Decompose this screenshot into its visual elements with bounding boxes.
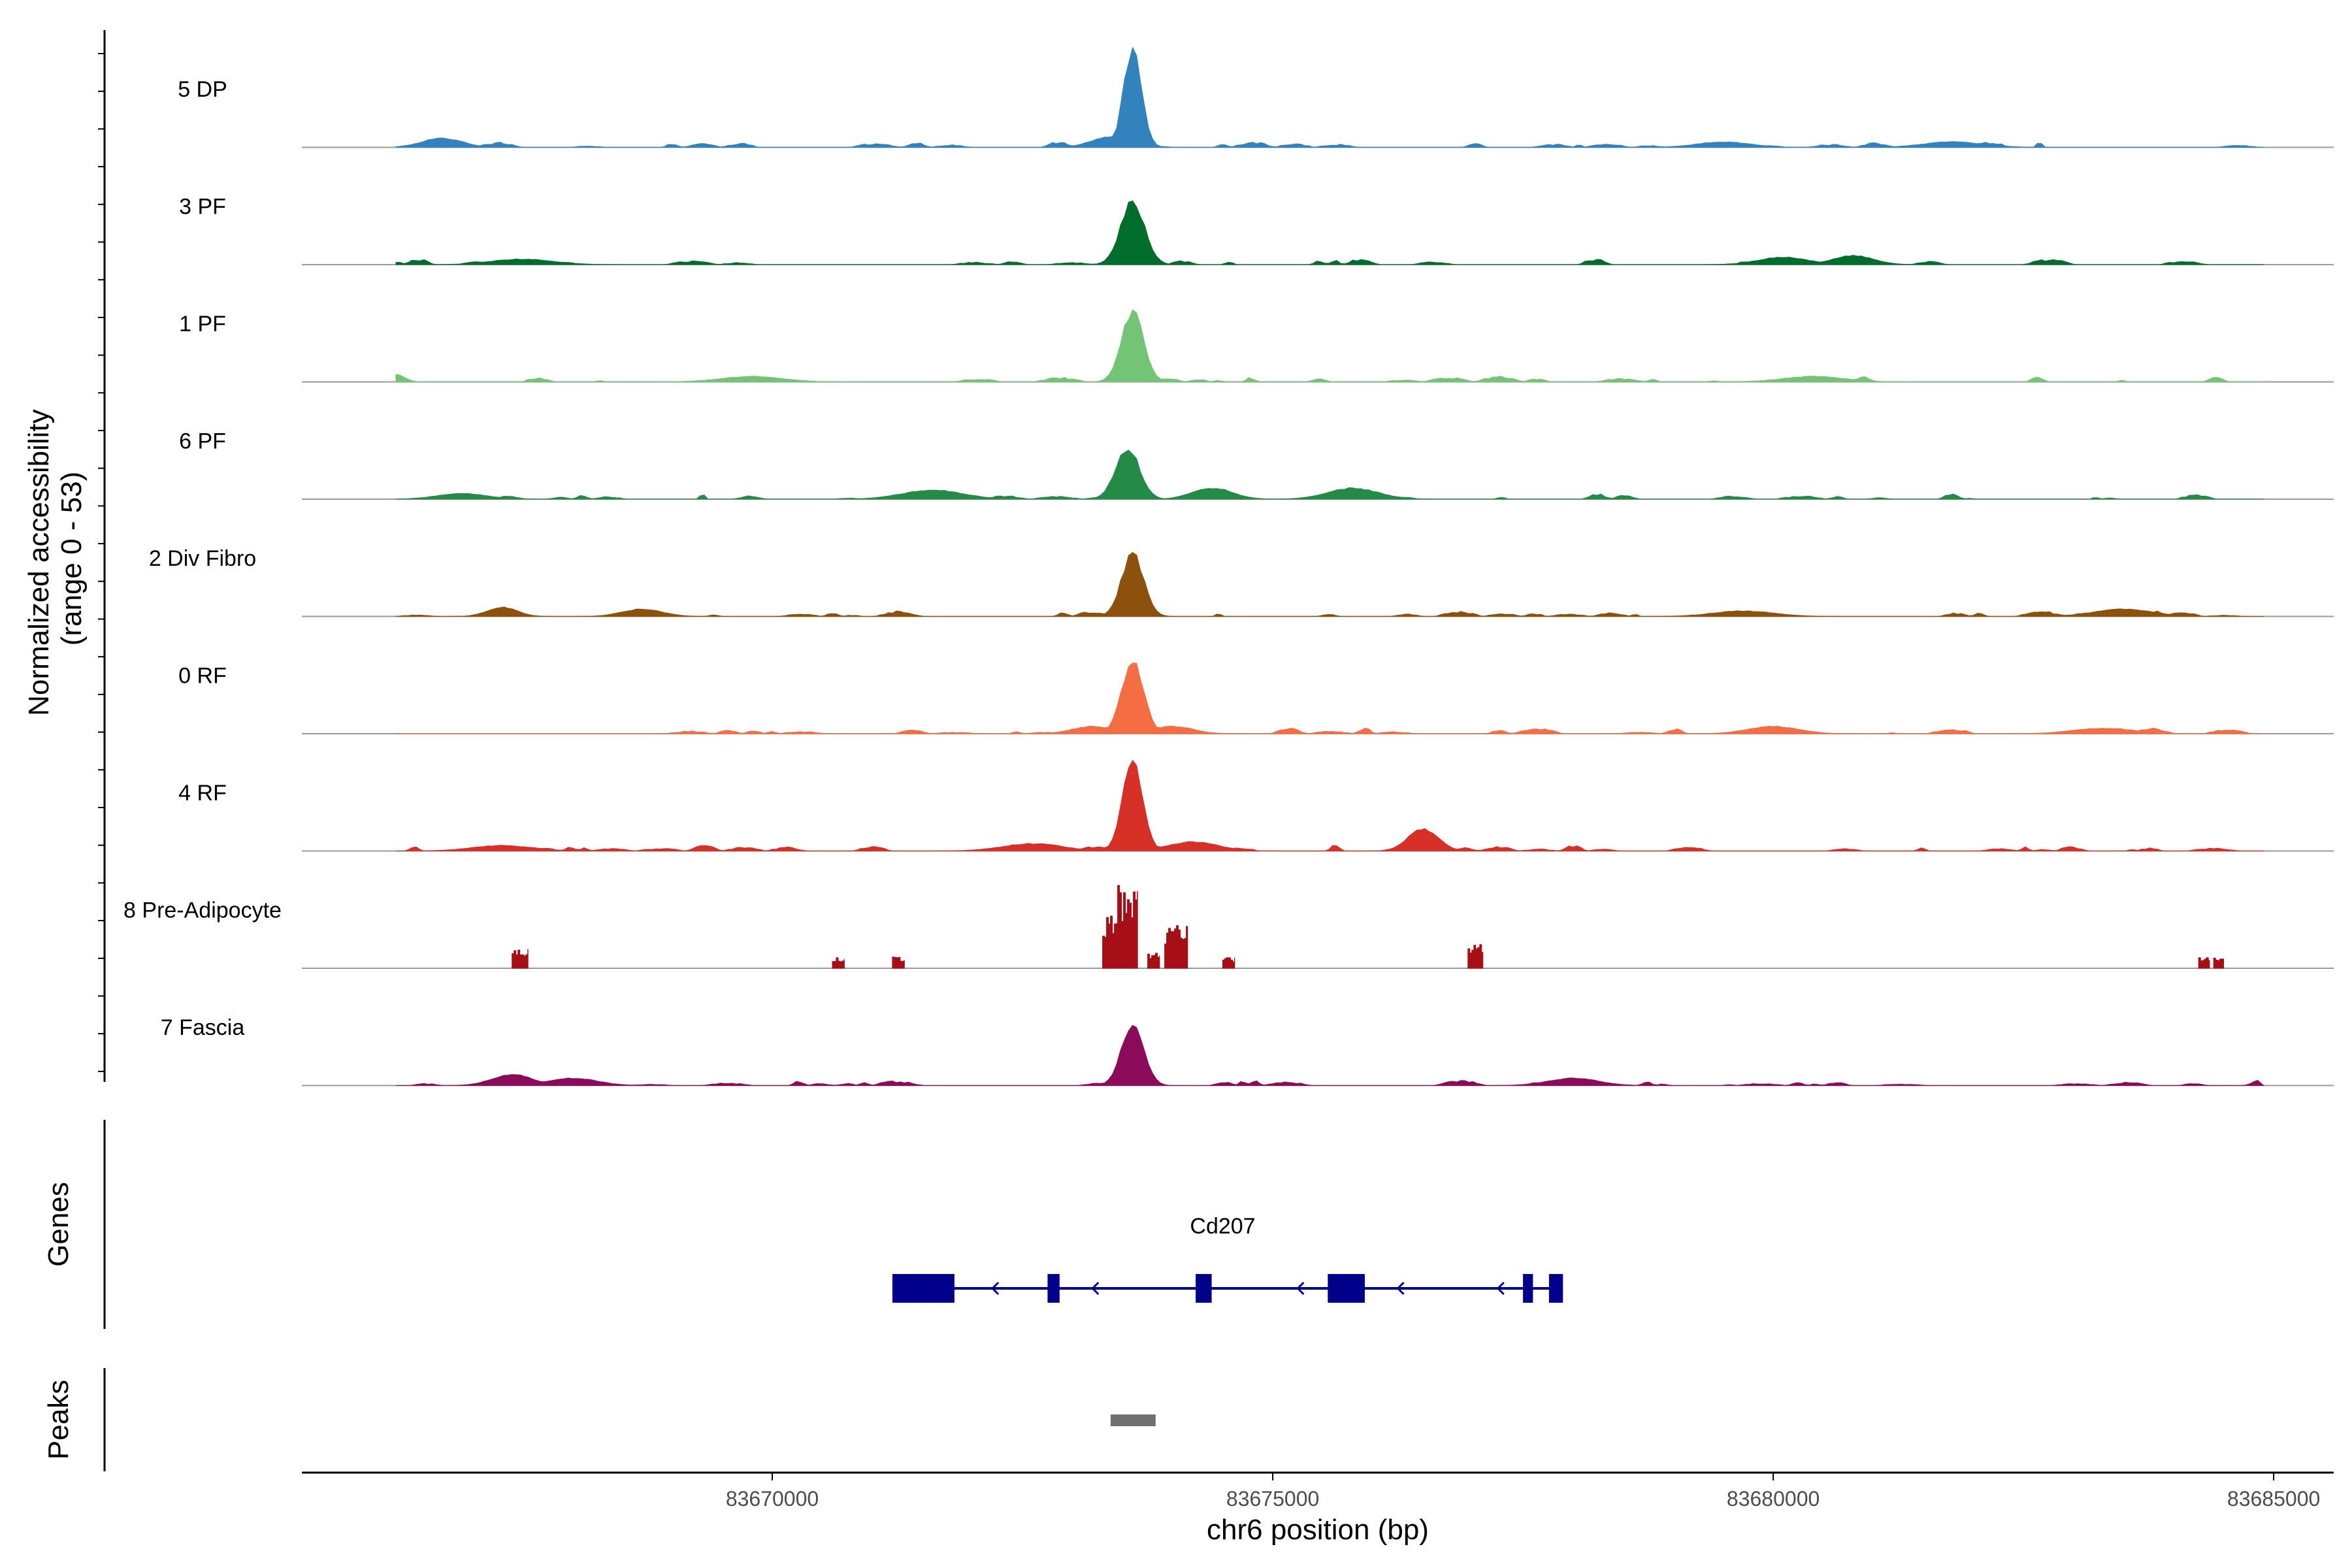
x-axis-tick-label: 83675000 [1226, 1487, 1319, 1511]
gene-annotation-track: Cd207 [892, 1214, 1563, 1303]
track-coverage-area [396, 759, 2264, 851]
track-label: 6 PF [179, 429, 226, 454]
x-axis-tick-label: 83680000 [1727, 1487, 1820, 1511]
gene-strand-arrow [1496, 1281, 1505, 1296]
x-axis-tick-label: 83685000 [2227, 1487, 2320, 1511]
track-label: 5 DP [178, 77, 227, 102]
x-axis-title: chr6 position (bp) [1207, 1514, 1429, 1546]
peak-region-bar [1110, 1414, 1156, 1426]
track-label: 0 RF [178, 664, 227, 689]
track-coverage-area [395, 309, 2264, 383]
genes-axis-title: Genes [42, 1182, 74, 1267]
track-coverage-area [396, 662, 2264, 734]
track-coverage-area [395, 46, 2264, 148]
track-coverage-area [396, 1024, 2265, 1086]
track-label: 4 RF [178, 781, 227, 806]
track-coverage-area [395, 200, 2264, 265]
tracks-y-axis-ticks [98, 53, 105, 1072]
y-axis-title-line1: Normalized accessibility [23, 409, 55, 715]
y-axis-title: Normalized accessibility (range 0 - 53) [23, 401, 88, 716]
gene-exon [1328, 1274, 1365, 1303]
track-1-pf: 1 PF [179, 309, 2334, 383]
track-0-rf: 0 RF [178, 662, 2334, 734]
track-label: 2 Div Fibro [149, 546, 256, 571]
track-label: 1 PF [179, 312, 226, 336]
track-coverage-area [395, 449, 2264, 500]
gene-exon [892, 1274, 955, 1303]
track-coverage-area [512, 885, 2224, 969]
track-label: 8 Pre-Adipocyte [123, 898, 282, 923]
gene-name-label: Cd207 [1190, 1214, 1255, 1239]
track-6-pf: 6 PF [179, 429, 2334, 500]
track-3-pf: 3 PF [179, 195, 2334, 265]
gene-exon [1523, 1274, 1533, 1303]
gene-strand-arrow [1396, 1281, 1405, 1296]
y-axis-title-line2: (range 0 - 53) [56, 472, 88, 646]
track-8-pre-adipocyte: 8 Pre-Adipocyte [123, 885, 2334, 969]
track-coverage-area [395, 551, 2264, 617]
peaks-axis-title: Peaks [42, 1380, 74, 1460]
track-4-rf: 4 RF [178, 759, 2334, 852]
track-2-div-fibro: 2 Div Fibro [149, 546, 2334, 617]
x-axis-ticks: 83670000 83675000 83680000 83685000 [726, 1473, 2320, 1511]
gene-exon [1548, 1274, 1563, 1303]
x-axis-tick-label: 83670000 [726, 1487, 819, 1511]
track-7-fascia: 7 Fascia [161, 1015, 2334, 1086]
gene-exon [1196, 1274, 1212, 1303]
peak-region-track [1110, 1414, 1156, 1426]
gene-exon [1047, 1274, 1060, 1303]
gene-strand-arrow [1296, 1281, 1305, 1296]
gene-strand-arrow [1091, 1281, 1100, 1296]
gene-strand-arrow [990, 1281, 1000, 1296]
track-5-dp: 5 DP [178, 46, 2334, 148]
track-label: 3 PF [179, 195, 226, 220]
track-label: 7 Fascia [161, 1015, 245, 1040]
accessibility-tracks-panel: 5 DP 3 PF 1 PF 6 PF 2 Div Fibro 0 RF 4 RF 8 Pre… [123, 46, 2334, 1086]
